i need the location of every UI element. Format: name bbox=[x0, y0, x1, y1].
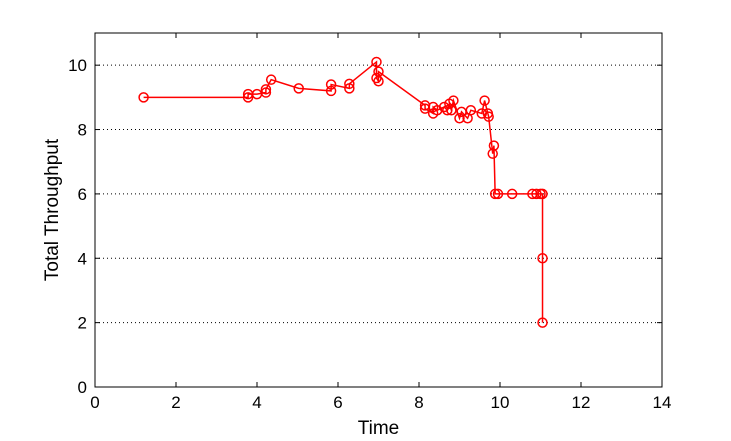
data-point bbox=[506, 188, 518, 200]
data-point bbox=[479, 95, 490, 106]
data-point bbox=[454, 113, 465, 124]
y-axis-label: Total Throughput bbox=[42, 138, 63, 281]
data-point bbox=[531, 188, 542, 200]
data-point bbox=[293, 83, 304, 94]
data-point bbox=[260, 84, 272, 95]
data-point bbox=[527, 188, 538, 200]
series-group bbox=[138, 56, 548, 328]
data-point bbox=[465, 104, 477, 116]
plot-frame bbox=[94, 32, 663, 388]
data-point bbox=[489, 188, 501, 200]
data-point bbox=[442, 104, 453, 116]
data-point bbox=[325, 85, 337, 97]
data-point bbox=[537, 188, 548, 200]
x-tick-label: 10 bbox=[491, 393, 510, 412]
data-point bbox=[488, 140, 500, 151]
data-point bbox=[373, 66, 384, 77]
data-point bbox=[483, 111, 494, 122]
data-point bbox=[138, 92, 149, 103]
data-point bbox=[487, 148, 498, 159]
y-tick-label: 4 bbox=[78, 249, 87, 268]
data-point bbox=[371, 56, 382, 68]
x-tick-label: 0 bbox=[90, 393, 99, 412]
y-tick-label: 10 bbox=[68, 56, 87, 75]
data-point bbox=[344, 83, 355, 94]
x-tick-label: 12 bbox=[572, 393, 591, 412]
data-point bbox=[344, 78, 355, 90]
data-point bbox=[325, 79, 337, 90]
x-axis-ticks: 0 2 4 6 8 10 12 14 bbox=[90, 33, 671, 412]
data-point bbox=[265, 74, 277, 85]
data-point bbox=[260, 87, 272, 98]
x-tick-label: 2 bbox=[171, 393, 180, 412]
plot-area bbox=[95, 33, 662, 387]
x-tick-label: 6 bbox=[333, 393, 342, 412]
gridlines bbox=[95, 64, 662, 324]
y-tick-label: 6 bbox=[78, 185, 87, 204]
data-point bbox=[448, 95, 459, 106]
x-tick-label: 14 bbox=[653, 393, 672, 412]
y-tick-label: 8 bbox=[78, 121, 87, 140]
y-tick-label: 0 bbox=[78, 378, 87, 397]
data-point bbox=[492, 188, 504, 200]
data-point bbox=[537, 253, 548, 264]
y-axis-ticks: 0 2 4 6 8 10 bbox=[68, 56, 662, 397]
x-tick-label: 8 bbox=[414, 393, 423, 412]
data-point bbox=[537, 317, 548, 328]
x-tick-label: 4 bbox=[252, 393, 261, 412]
data-point bbox=[242, 92, 254, 103]
y-tick-label: 2 bbox=[78, 314, 87, 333]
data-point bbox=[446, 104, 457, 116]
x-axis-label: Time bbox=[358, 418, 400, 439]
